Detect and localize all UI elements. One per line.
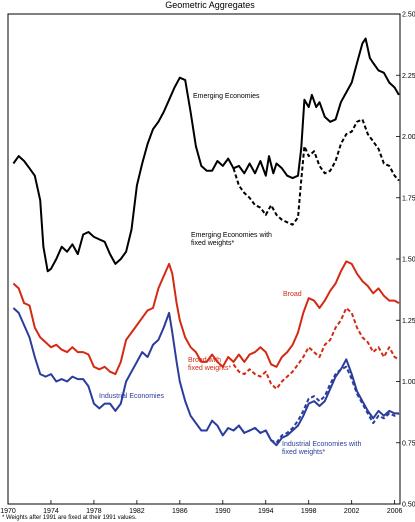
- annotation-broad-fixed-line1: Broad with: [188, 357, 221, 364]
- series-layer: [12, 37, 400, 447]
- y-tick-label: 0.50: [402, 502, 415, 509]
- x-tick-label: 2002: [344, 508, 360, 515]
- x-tick-label: 1978: [86, 508, 102, 515]
- x-tick-label: 1990: [215, 508, 231, 515]
- y-tick-label: 2.25: [402, 73, 415, 80]
- series-line: [12, 307, 399, 447]
- x-tick-label: 1982: [129, 508, 145, 515]
- annotation-emerging-fixed-line2: fixed weights*: [191, 240, 234, 247]
- axis-ticks: 1970 1974 1978 1982 1986 1990 1994 1998 2002 2006…: [0, 12, 415, 516]
- series-line: [12, 260, 400, 376]
- x-tick-label: 1974: [43, 508, 59, 515]
- series-line: [232, 365, 400, 444]
- x-tick-label: 1998: [301, 508, 317, 515]
- annotation-emerging: Emerging Economies: [193, 93, 260, 100]
- y-tick-label: 1.50: [402, 257, 415, 264]
- series-line: [232, 118, 400, 226]
- chart-title: Geometric Aggregates: [165, 0, 255, 10]
- x-tick-label: 1994: [258, 508, 274, 515]
- y-tick-label: 0.75: [402, 440, 415, 447]
- annotation-broad-fixed-line2: fixed weights*: [188, 365, 231, 372]
- annotation-industrial-fixed-line2: fixed weights*: [282, 449, 325, 456]
- x-tick-label: 1986: [172, 508, 188, 515]
- y-tick-label: 1.75: [402, 195, 415, 202]
- y-tick-label: 1.25: [402, 318, 415, 325]
- x-tick-label: 2006: [387, 508, 403, 515]
- annotation-broad: Broad: [283, 291, 302, 298]
- y-tick-label: 1.00: [402, 379, 415, 386]
- annotation-industrial-fixed-line1: Industrial Economies with: [282, 441, 361, 448]
- x-tick-label: 1970: [0, 508, 16, 515]
- y-tick-label: 2.00: [402, 134, 415, 141]
- series-line: [232, 307, 400, 390]
- footnote: * Weights after 1991 are fixed at their …: [2, 515, 137, 521]
- annotation-emerging-fixed-line1: Emerging Economies with: [191, 232, 272, 239]
- annotation-industrial: Industrial Economies: [99, 393, 164, 400]
- y-tick-label: 2.50: [402, 12, 415, 19]
- series-line: [12, 37, 400, 273]
